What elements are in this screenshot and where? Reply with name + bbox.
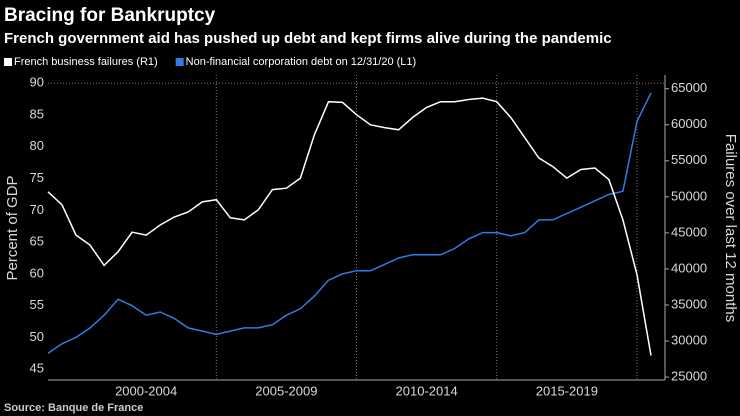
y2-tick-label: 40000: [671, 260, 707, 275]
y2-tick-label: 35000: [671, 296, 707, 311]
y-tick-label: 55: [30, 297, 44, 312]
x-tick-label: 2015-2019: [536, 383, 598, 398]
x-tick-label: 2010-2014: [396, 383, 458, 398]
y2-axis-title: Failures over last 12 months: [722, 134, 739, 322]
y-tick-label: 80: [30, 138, 44, 153]
legend-swatch: [175, 58, 184, 66]
chart-subtitle: French government aid has pushed up debt…: [4, 30, 612, 47]
y-axis-title: Percent of GDP: [4, 175, 21, 280]
y2-tick-label: 50000: [671, 188, 707, 203]
legend-label: French business failures (R1): [14, 56, 158, 68]
y-tick-label: 70: [30, 202, 44, 217]
x-tick-label: 2005-2009: [255, 383, 317, 398]
y-tick-label: 45: [30, 361, 44, 376]
y-tick-label: 65: [30, 234, 44, 249]
x-tick-label: 2000-2004: [115, 383, 177, 398]
y2-tick-label: 45000: [671, 224, 707, 239]
y2-tick-label: 25000: [671, 369, 707, 384]
series-line: [47, 97, 652, 356]
y-tick-label: 60: [30, 265, 44, 280]
y-tick-label: 50: [30, 329, 44, 344]
y-tick-label: 75: [30, 170, 44, 185]
legend-swatch: [4, 58, 12, 66]
y-tick-label: 90: [30, 75, 44, 90]
series-line: [47, 92, 652, 354]
y2-tick-label: 30000: [671, 333, 707, 348]
y2-tick-label: 65000: [671, 80, 707, 95]
y-tick-label: 85: [30, 106, 44, 121]
y2-tick-label: 55000: [671, 152, 707, 167]
source: Source: Banque de France: [4, 402, 143, 414]
y2-tick-label: 60000: [671, 116, 707, 131]
legend-label: Non-financial corporation debt on 12/31/…: [186, 56, 417, 68]
chart-title: Bracing for Bankruptcy: [4, 5, 216, 26]
